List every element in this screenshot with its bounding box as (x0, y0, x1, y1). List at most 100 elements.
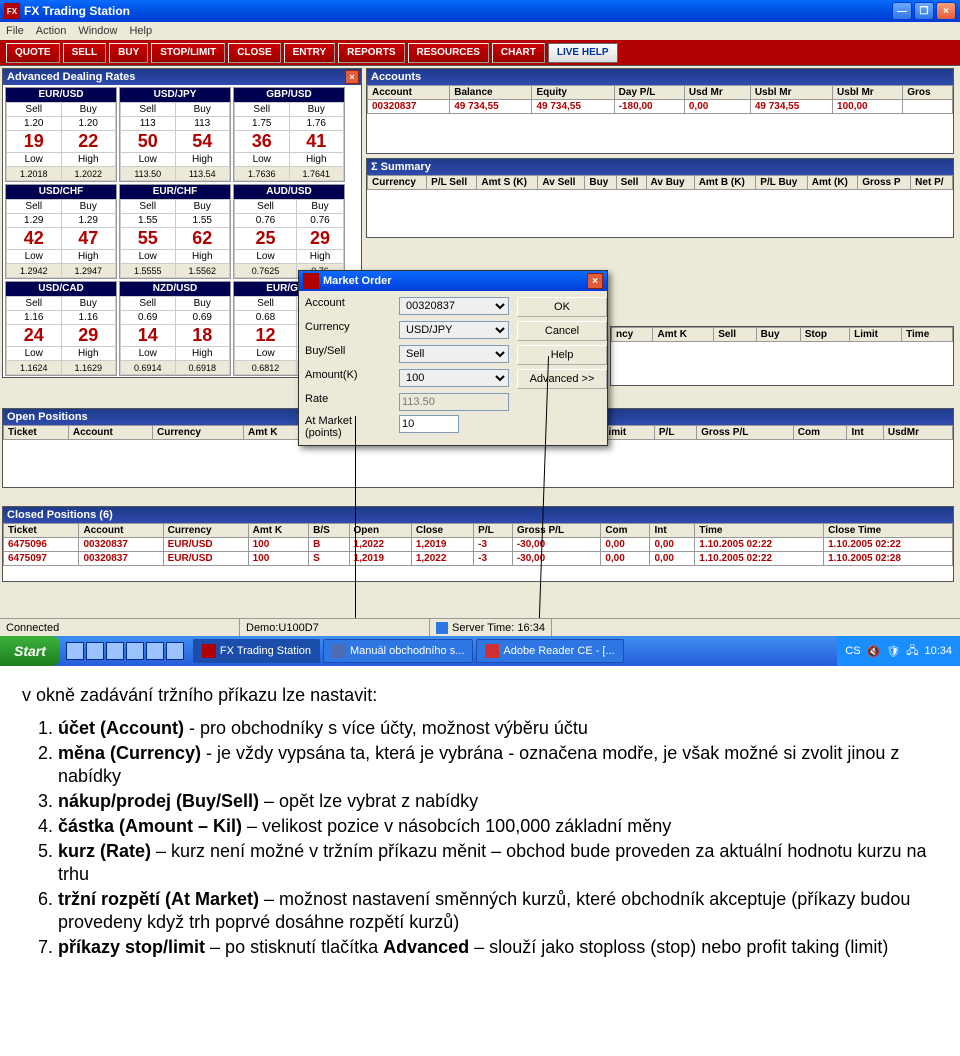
col-header[interactable]: Av Buy (646, 176, 694, 190)
col-header[interactable]: Buy (585, 176, 616, 190)
rate-tile[interactable]: EUR/CHF SellBuy 1.551.55 5562 LowHigh 1.… (119, 184, 231, 279)
col-header[interactable]: P/L (654, 426, 696, 440)
tray-lang[interactable]: CS (845, 645, 860, 657)
col-header[interactable]: Account (79, 524, 163, 538)
entry-button[interactable]: ENTRY (284, 43, 336, 63)
start-button[interactable]: Start (0, 636, 60, 666)
ql-icon[interactable] (66, 642, 84, 660)
col-header[interactable]: Time (902, 328, 953, 342)
table-row[interactable]: 0032083749 734,5549 734,55-180,000,0049 … (368, 100, 953, 114)
col-header[interactable]: UsdMr (883, 426, 952, 440)
advanced-button[interactable]: Advanced >> (517, 369, 607, 389)
sell-button[interactable]: SELL (63, 43, 107, 63)
rate-tile[interactable]: USD/JPY SellBuy 113113 5054 LowHigh 113.… (119, 87, 231, 182)
ql-icon[interactable] (86, 642, 104, 660)
menu-help[interactable]: Help (129, 25, 152, 37)
panel-rates-close-icon[interactable]: × (345, 70, 359, 84)
col-header[interactable]: Account (68, 426, 152, 440)
maximize-button[interactable]: ❐ (914, 2, 934, 20)
col-header[interactable]: Av Sell (538, 176, 585, 190)
atmarket-input[interactable] (399, 415, 459, 433)
table-row[interactable]: 647509700320837EUR/USD100S1,20191,2022-3… (4, 552, 953, 566)
ql-icon[interactable] (126, 642, 144, 660)
col-header[interactable]: Currency (153, 426, 244, 440)
tray-icon[interactable]: 🛡 (886, 645, 900, 658)
menu-file[interactable]: File (6, 25, 24, 37)
col-header[interactable]: Buy (756, 328, 800, 342)
reports-button[interactable]: REPORTS (338, 43, 404, 63)
col-header[interactable]: ncy (612, 328, 653, 342)
col-header[interactable]: Time (695, 524, 824, 538)
rate-tile[interactable]: EUR/USD SellBuy 1.201.20 1922 LowHigh 1.… (5, 87, 117, 182)
rate-tile[interactable]: USD/CHF SellBuy 1.291.29 4247 LowHigh 1.… (5, 184, 117, 279)
dialog-close-icon[interactable]: × (587, 273, 603, 289)
resources-button[interactable]: RESOURCES (408, 43, 489, 63)
col-header[interactable]: Amt S (K) (477, 176, 538, 190)
ql-icon[interactable] (146, 642, 164, 660)
col-header[interactable]: Amt (K) (807, 176, 857, 190)
rate-tile[interactable]: NZD/USD SellBuy 0.690.69 1418 LowHigh 0.… (119, 281, 231, 376)
quote-button[interactable]: QUOTE (6, 43, 60, 63)
col-header[interactable]: P/L Buy (756, 176, 807, 190)
col-header[interactable]: Usd Mr (684, 86, 750, 100)
task-fx[interactable]: FX Trading Station (193, 639, 320, 663)
menu-window[interactable]: Window (78, 25, 117, 37)
col-header[interactable]: Net P/ (911, 176, 953, 190)
col-header[interactable]: Stop (800, 328, 849, 342)
col-header[interactable]: Usbl Mr (833, 86, 903, 100)
close-button[interactable]: × (936, 2, 956, 20)
col-header[interactable]: Balance (450, 86, 532, 100)
account-select[interactable]: 00320837 (399, 297, 509, 315)
livehelp-button[interactable]: LIVE HELP (548, 43, 618, 63)
chart-button[interactable]: CHART (492, 43, 545, 63)
rate-tile[interactable]: USD/CAD SellBuy 1.161.16 2429 LowHigh 1.… (5, 281, 117, 376)
col-header[interactable]: Open (349, 524, 411, 538)
col-header[interactable]: Close (411, 524, 473, 538)
col-header[interactable]: Gros (903, 86, 953, 100)
col-header[interactable]: Int (650, 524, 695, 538)
col-header[interactable]: Usbl Mr (750, 86, 832, 100)
col-header[interactable]: Currency (163, 524, 248, 538)
cancel-button[interactable]: Cancel (517, 321, 607, 341)
col-header[interactable]: P/L (474, 524, 513, 538)
buysell-select[interactable]: Sell (399, 345, 509, 363)
amount-select[interactable]: 100 (399, 369, 509, 387)
ql-icon[interactable] (106, 642, 124, 660)
col-header[interactable]: Currency (368, 176, 427, 190)
col-header[interactable]: Amt K (653, 328, 714, 342)
col-header[interactable]: Day P/L (614, 86, 684, 100)
buy-button[interactable]: BUY (109, 43, 148, 63)
rate-tile[interactable]: GBP/USD SellBuy 1.751.76 3641 LowHigh 1.… (233, 87, 345, 182)
col-header[interactable]: Close Time (824, 524, 953, 538)
ql-icon[interactable] (166, 642, 184, 660)
col-header[interactable]: Sell (714, 328, 756, 342)
minimize-button[interactable]: — (892, 2, 912, 20)
col-header[interactable]: B/S (309, 524, 349, 538)
col-header[interactable]: Ticket (4, 524, 79, 538)
currency-select[interactable]: USD/JPY (399, 321, 509, 339)
col-header[interactable]: Int (847, 426, 883, 440)
col-header[interactable]: Ticket (4, 426, 69, 440)
help-button[interactable]: Help (517, 345, 607, 365)
ok-button[interactable]: OK (517, 297, 607, 317)
table-row[interactable]: 647509600320837EUR/USD100B1,20221,2019-3… (4, 538, 953, 552)
col-header[interactable]: Gross P/L (512, 524, 601, 538)
tray-icon[interactable]: 🔇 (867, 645, 881, 658)
col-header[interactable]: P/L Sell (427, 176, 477, 190)
col-header[interactable]: Gross P/L (697, 426, 794, 440)
col-header[interactable]: Com (601, 524, 650, 538)
col-header[interactable]: Amt K (248, 524, 309, 538)
task-manual[interactable]: Manuál obchodního s... (323, 639, 473, 663)
col-header[interactable]: Account (368, 86, 450, 100)
menu-action[interactable]: Action (36, 25, 67, 37)
col-header[interactable]: Equity (532, 86, 614, 100)
col-header[interactable]: Limit (850, 328, 902, 342)
col-header[interactable]: Gross P (858, 176, 911, 190)
task-adobe[interactable]: Adobe Reader CE - [... (476, 639, 623, 663)
col-header[interactable]: Amt B (K) (694, 176, 756, 190)
stoplimit-button[interactable]: STOP/LIMIT (151, 43, 225, 63)
tray-icon[interactable]: 🖧 (906, 642, 918, 661)
close-order-button[interactable]: CLOSE (228, 43, 280, 63)
col-header[interactable]: Com (793, 426, 847, 440)
rate-tile[interactable]: AUD/USD SellBuy 0.760.76 2529 LowHigh 0.… (233, 184, 345, 279)
